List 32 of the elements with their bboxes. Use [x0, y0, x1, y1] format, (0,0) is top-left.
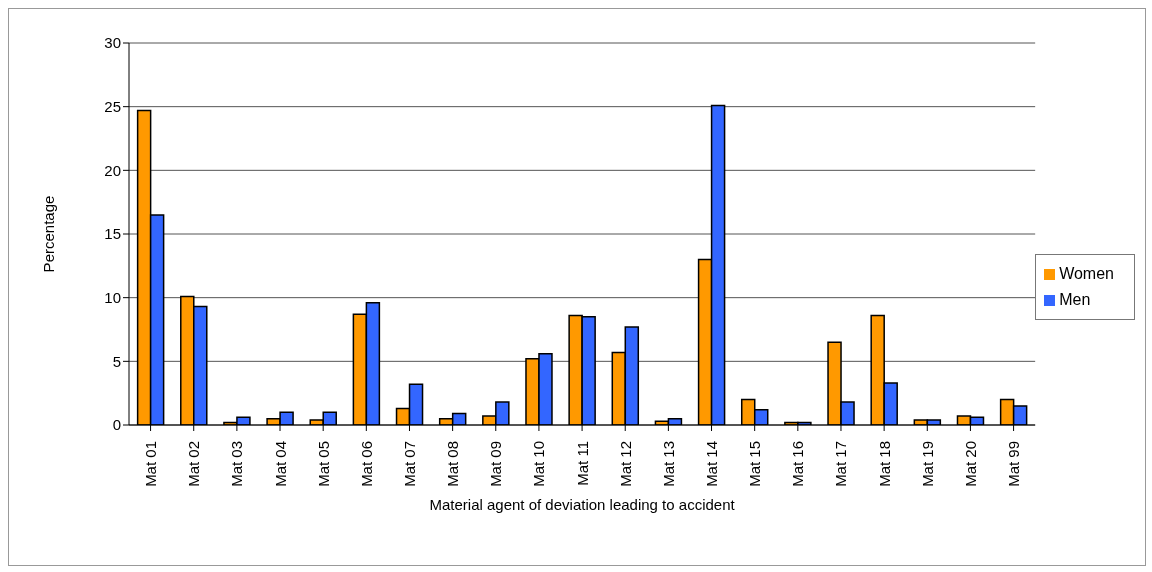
- legend-label: Women: [1059, 265, 1114, 282]
- y-tick-label: 15: [104, 225, 121, 243]
- x-tick-label: Mat 06: [357, 441, 375, 487]
- x-tick-label: Mat 12: [616, 441, 634, 487]
- y-tick-label: 20: [104, 161, 121, 179]
- x-tick-label: Mat 08: [444, 441, 462, 487]
- y-tick-label: 0: [112, 416, 121, 434]
- y-tick-label: 30: [104, 34, 121, 52]
- x-tick-label: Mat 18: [875, 441, 893, 487]
- x-axis-title: Material agent of deviation leading to accident: [429, 496, 736, 513]
- x-tick-label: Mat 05: [314, 441, 332, 487]
- x-tick-label: Mat 09: [487, 441, 505, 487]
- legend-label: Men: [1059, 291, 1091, 308]
- x-tick-label: Mat 10: [530, 441, 548, 487]
- x-tick-label: Mat 01: [142, 441, 160, 487]
- y-axis-title: Percentage: [40, 195, 58, 273]
- x-tick-label: Mat 02: [185, 441, 203, 487]
- x-tick-label: Mat 14: [703, 441, 721, 487]
- y-tick-label: 25: [104, 97, 121, 115]
- x-tick-label: Mat 13: [659, 441, 677, 487]
- x-tick-label: Mat 19: [918, 441, 936, 487]
- y-tick-label: 5: [112, 352, 121, 370]
- x-tick-label: Mat 11: [573, 441, 591, 486]
- x-tick-label: Mat 15: [746, 441, 764, 487]
- x-tick-label: Mat 17: [832, 441, 850, 487]
- y-tick-label: 10: [104, 288, 121, 306]
- x-tick-label: Mat 07: [400, 441, 418, 487]
- x-tick-label: Mat 03: [228, 441, 246, 487]
- x-tick-label: Mat 04: [271, 441, 289, 487]
- x-tick-label: Mat 99: [1005, 441, 1023, 487]
- x-tick-label: Mat 16: [789, 441, 807, 487]
- x-tick-label: Mat 20: [961, 441, 979, 487]
